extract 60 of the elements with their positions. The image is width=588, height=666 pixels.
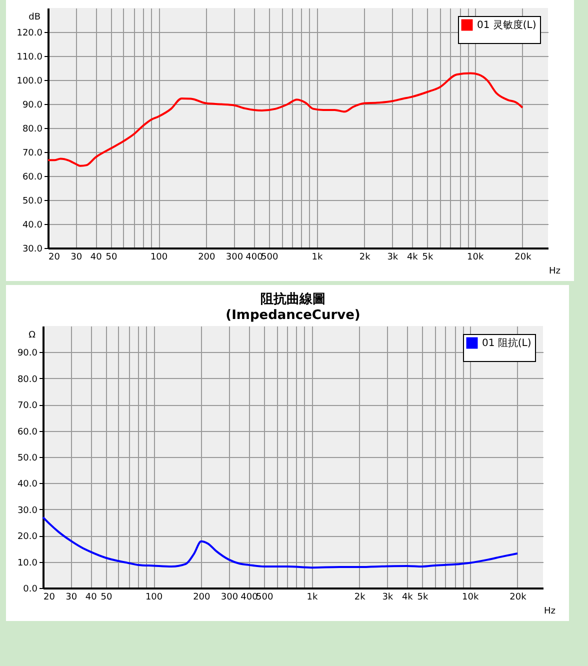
x-axis-title: Hz xyxy=(544,606,556,616)
y-tick-label: 40.0 xyxy=(22,220,43,230)
y-tick-label: 30.0 xyxy=(17,506,38,516)
x-tick-label: 200 xyxy=(193,592,211,602)
y-tick-label: 60.0 xyxy=(17,427,38,438)
x-tick-label: 20 xyxy=(44,592,56,602)
y-tick-label: 30.0 xyxy=(22,244,43,254)
y-axis-title: dB xyxy=(28,12,40,22)
y-tick-label: 80.0 xyxy=(17,374,38,385)
y-tick-label: 80.0 xyxy=(22,124,43,134)
y-tick-label: 20.0 xyxy=(17,532,38,542)
legend-label: 01 阻抗(L) xyxy=(482,337,532,349)
y-tick-label: 60.0 xyxy=(22,172,43,182)
x-tick-label: 3k xyxy=(387,252,399,262)
x-tick-label: 10k xyxy=(462,592,480,602)
x-tick-label: 1k xyxy=(306,592,318,602)
x-tick-label: 4k xyxy=(406,252,419,262)
x-tick-label: 50 xyxy=(100,592,112,602)
y-axis-title: Ω xyxy=(28,330,36,340)
x-tick-label: 400 xyxy=(246,252,264,262)
x-tick-label: 400 xyxy=(240,592,258,602)
x-tick-label: 3k xyxy=(382,592,394,602)
x-tick-label: 100 xyxy=(145,592,163,602)
y-tick-label: 70.0 xyxy=(17,401,38,412)
y-tick-label: 120.0 xyxy=(16,28,43,38)
y-tick-label: 100.0 xyxy=(16,76,43,86)
x-tick-label: 20 xyxy=(48,252,60,262)
x-tick-label: 40 xyxy=(85,592,98,602)
x-tick-label: 1k xyxy=(312,252,324,262)
x-tick-label: 20k xyxy=(514,252,532,262)
x-tick-label: 30 xyxy=(70,252,82,262)
x-tick-label: 100 xyxy=(150,252,168,262)
x-axis-title: Hz xyxy=(549,266,561,276)
y-tick-label: 90.0 xyxy=(22,100,43,110)
x-tick-label: 300 xyxy=(226,252,244,262)
y-tick-label: 50.0 xyxy=(22,196,43,206)
x-tick-label: 2k xyxy=(354,592,366,602)
x-tick-label: 300 xyxy=(220,592,238,602)
y-tick-label: 70.0 xyxy=(22,148,43,158)
x-tick-label: 5k xyxy=(422,252,434,262)
x-tick-label: 20k xyxy=(510,592,528,602)
x-tick-label: 500 xyxy=(256,592,274,602)
x-tick-label: 4k xyxy=(402,592,414,602)
y-tick-label: 110.0 xyxy=(16,52,43,62)
x-tick-label: 500 xyxy=(261,252,278,262)
x-tick-label: 200 xyxy=(198,252,216,262)
x-tick-label: 5k xyxy=(417,592,430,602)
y-tick-label: 10.0 xyxy=(17,558,38,568)
x-tick-label: 2k xyxy=(359,252,372,262)
chart-subtitle: (ImpedanceCurve) xyxy=(226,308,360,323)
chart-title: 阻抗曲線圖 xyxy=(260,291,326,307)
legend-label: 01 灵敏度(L) xyxy=(477,19,536,31)
x-tick-label: 30 xyxy=(66,592,78,602)
x-tick-label: 50 xyxy=(106,252,118,262)
x-tick-label: 40 xyxy=(90,252,102,262)
y-tick-label: 40.0 xyxy=(17,480,38,490)
y-tick-label: 0.0 xyxy=(23,584,38,594)
y-tick-label: 50.0 xyxy=(17,454,38,464)
y-tick-label: 90.0 xyxy=(17,348,38,359)
x-tick-label: 10k xyxy=(467,252,484,262)
